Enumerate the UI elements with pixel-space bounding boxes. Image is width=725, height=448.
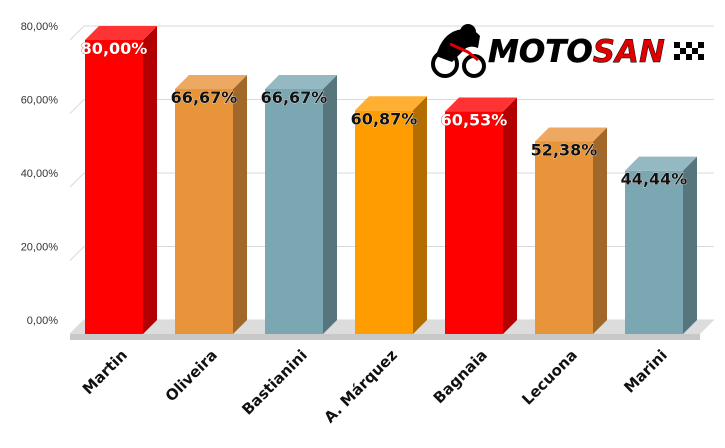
logo-text-moto: MOTO: [488, 34, 593, 70]
bar-top: [85, 26, 157, 40]
data-label: 66,67%: [171, 88, 238, 107]
bar-top: [355, 96, 427, 111]
x-tick-label: Bastianini: [238, 346, 311, 419]
bar-front: [175, 88, 233, 334]
y-tick-label: 0,00%: [27, 315, 58, 327]
bar-front: [85, 40, 143, 334]
bar: [445, 97, 517, 335]
data-label: 52,38%: [531, 141, 598, 160]
bar-front: [535, 141, 593, 334]
svg-text:MOTOSAN: MOTOSAN: [488, 34, 665, 70]
bar-side: [503, 97, 517, 335]
y-axis: 0,00% 20,00% 40,00% 60,00% 80,00%: [21, 21, 59, 327]
x-tick-label: Lecuona: [518, 346, 581, 409]
data-label: 80,00%: [81, 39, 148, 58]
gridline-depth: [69, 172, 85, 188]
x-tick-label: Martin: [79, 346, 131, 398]
bar-side: [143, 26, 157, 334]
bar-side: [593, 127, 607, 334]
gridline-depth: [69, 246, 85, 261]
bar: [355, 96, 427, 334]
data-label: 44,44%: [621, 170, 688, 189]
bar-side: [683, 156, 697, 334]
bar-top: [265, 74, 337, 89]
bar-side: [323, 74, 337, 335]
x-tick-label: Bagnaia: [430, 346, 491, 407]
data-label: 66,67%: [261, 88, 328, 107]
bar-side: [413, 96, 427, 334]
bar: [85, 26, 157, 334]
gridline-depth: [69, 99, 85, 114]
bar-front: [355, 110, 413, 334]
bar-front: [625, 170, 683, 334]
data-label: 60,87%: [351, 109, 418, 128]
bars: [85, 26, 697, 335]
y-tick-label: 60,00%: [21, 95, 59, 107]
checkered-flag-icon: [674, 42, 704, 60]
bar: [265, 74, 337, 335]
x-tick-label: Oliveira: [162, 346, 221, 405]
x-tick-label: Marini: [620, 346, 671, 397]
y-tick-label: 20,00%: [21, 242, 59, 254]
bar-front: [265, 88, 323, 334]
motorcycle-rider-icon: [431, 24, 486, 78]
gridline-depth: [69, 25, 85, 41]
floor-edge: [70, 334, 700, 340]
bar-top: [175, 74, 247, 89]
y-tick-label: 80,00%: [21, 21, 59, 33]
data-label: 60,53%: [441, 111, 508, 130]
bar-top: [445, 97, 517, 112]
bar: [625, 156, 697, 334]
bar-top: [535, 127, 607, 142]
y-tick-label: 40,00%: [21, 168, 59, 180]
x-axis: Martin Oliveira Bastianini A. Márquez Bagnai…: [79, 346, 671, 426]
bar-side: [233, 74, 247, 335]
logo-text-san: SAN: [593, 34, 665, 70]
bar: [535, 127, 607, 334]
x-tick-label: A. Márquez: [321, 346, 401, 426]
bar-top: [625, 156, 697, 171]
bar: [175, 74, 247, 335]
motosan-logo: MOTOSAN: [431, 24, 704, 78]
data-labels: 80,00% 66,67% 66,67% 60,87% 60,53% 52,38% 44,4…: [80, 39, 688, 189]
bar-front: [445, 111, 503, 335]
